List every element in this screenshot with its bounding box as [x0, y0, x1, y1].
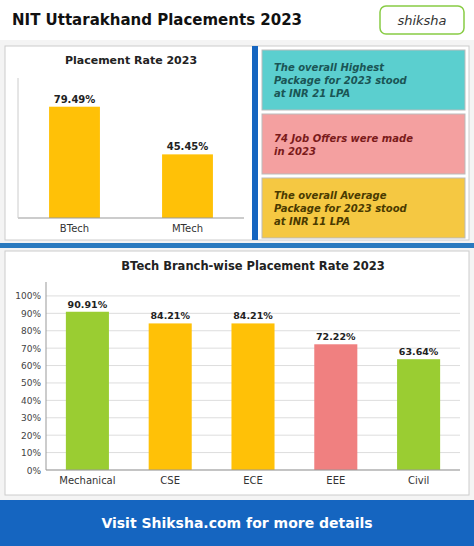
y-tick-label: 60% — [21, 361, 41, 371]
x-tick-label: ECE — [243, 475, 263, 486]
page: NIT Uttarakhand Placements 2023 shiksha Pl… — [0, 0, 474, 546]
bars — [66, 312, 440, 470]
y-tick-label: 80% — [21, 326, 41, 336]
bars — [49, 107, 213, 218]
header — [0, 0, 474, 40]
x-tick-label: EEE — [326, 475, 345, 486]
chart-title: Placement Rate 2023 — [65, 54, 197, 67]
text-line: in 2023 — [274, 146, 316, 157]
bar — [397, 359, 440, 470]
bar — [314, 344, 357, 470]
page-title: NIT Uttarakhand Placements 2023 — [12, 11, 302, 29]
text-line: The overall Average — [274, 190, 387, 201]
data-label: 63.64% — [399, 346, 439, 357]
text-line: Package for 2023 stood — [274, 75, 408, 86]
bar — [49, 107, 100, 218]
text-line: 74 Job Offers were made — [274, 133, 413, 144]
y-axis — [46, 282, 47, 470]
grid-line — [46, 470, 460, 471]
bar — [149, 323, 192, 470]
logo-text: shiksha — [397, 13, 446, 28]
data-label: 72.22% — [316, 331, 356, 342]
grid-line — [46, 295, 460, 296]
x-axis — [46, 470, 460, 471]
info-box — [262, 50, 465, 110]
y-tick-label: 40% — [21, 396, 41, 406]
bar — [162, 154, 213, 218]
info-box — [262, 178, 465, 238]
y-tick-label: 70% — [21, 344, 41, 354]
logo-box — [380, 6, 464, 34]
y-tick-label: 30% — [21, 413, 41, 423]
y-tick-label: 0% — [27, 466, 42, 476]
info-text: The overall Highest Package for 2023 stoo… — [274, 62, 408, 99]
top-panel — [5, 46, 469, 240]
info-text: The overall Average Package for 2023 stoo… — [274, 190, 408, 227]
x-tick-label: Mechanical — [59, 475, 115, 486]
data-label: 90.91% — [68, 299, 108, 310]
y-tick-label: 90% — [21, 309, 41, 319]
text-line: The overall Highest — [274, 62, 385, 73]
text-line: Package for 2023 stood — [274, 203, 408, 214]
y-tick-label: 100% — [15, 291, 41, 301]
y-axis — [18, 78, 19, 218]
separator — [0, 243, 474, 248]
bar — [231, 323, 274, 470]
x-tick-label: MTech — [172, 223, 203, 234]
x-tick-label: CSE — [160, 475, 180, 486]
bottom-panel — [5, 251, 469, 495]
info-box — [262, 114, 465, 174]
x-tick-label: Civil — [408, 475, 429, 486]
background — [0, 0, 474, 546]
data-label: 84.21% — [233, 310, 273, 321]
text-line: at INR 21 LPA — [274, 88, 350, 99]
y-tick-label: 20% — [21, 431, 41, 441]
text-line: at INR 11 LPA — [274, 216, 350, 227]
y-tick-label: 50% — [21, 378, 41, 388]
data-label: 79.49% — [54, 94, 96, 105]
footer — [0, 500, 474, 546]
bar — [66, 312, 109, 470]
data-label: 84.21% — [150, 310, 190, 321]
x-axis — [18, 218, 244, 219]
data-label: 45.45% — [167, 141, 209, 152]
y-tick-label: 10% — [21, 448, 41, 458]
connector — [252, 46, 258, 240]
x-tick-label: BTech — [60, 223, 89, 234]
info-text: 74 Job Offers were made in 2023 — [274, 133, 413, 157]
chart-title: BTech Branch-wise Placement Rate 2023 — [121, 259, 384, 273]
footer-text: Visit Shiksha.com for more details — [101, 515, 372, 531]
